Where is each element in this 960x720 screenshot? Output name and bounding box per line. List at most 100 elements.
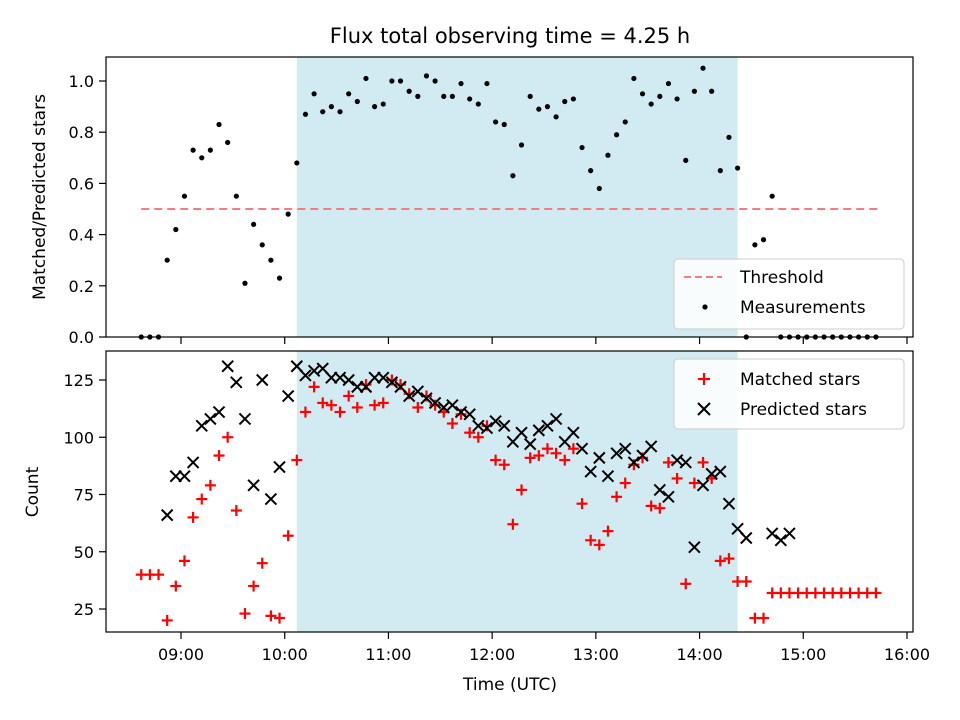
bottom-y-axis: 25 50 75 100 125 [63,371,106,619]
measurement-point [665,80,672,87]
matched-star-point [170,580,182,592]
predicted-star-point [230,376,243,389]
matched-star-point [239,608,251,620]
predicted-star-point [498,419,511,433]
measurement-point [735,165,741,171]
measurement-point [276,275,283,281]
measurement-point [527,93,533,99]
legend-predicted-swatch [697,402,711,416]
measurement-point [164,257,170,263]
matched-star-point [196,493,208,505]
matched-star-point [274,612,286,624]
predicted-star-point [515,426,528,439]
matched-star-point [541,443,553,455]
measurement-point [544,104,551,110]
matched-star-point [204,479,216,491]
matched-star-point [248,580,260,592]
measurement-point [717,168,723,174]
predicted-star-point [281,389,295,403]
measurement-point [536,106,542,112]
top-plot-frame [105,56,914,338]
y-tick-label: 1.0 [69,72,94,91]
predicted-star-point [783,527,796,540]
measurement-point [337,109,343,115]
predicted-star-point [679,456,692,469]
measurement-point [588,168,594,174]
x-tick-label: 12:00 [469,645,515,664]
predicted-star-point [221,360,234,373]
measurement-point [181,193,188,199]
predicted-star-point [446,398,459,412]
measurement-point [700,65,706,71]
matched-star-point [507,518,519,530]
matched-star-point [740,576,752,588]
matched-star-point [619,477,631,489]
y-tick-label: 100 [63,428,94,447]
measurement-point [320,109,326,115]
top-x-axis [180,337,908,344]
measurement-point [493,119,499,125]
measurement-point [622,119,628,125]
measurement-point [570,96,576,102]
bottom-legend-box [673,358,905,430]
measurement-point [614,132,620,138]
measurement-point [639,91,646,97]
predicted-star-point [696,479,710,492]
predicted-star-point [411,385,425,398]
predicted-star-point [722,497,736,510]
matched-star-point [585,534,597,546]
legend-measurements-swatch [702,304,708,310]
matched-star-point [714,555,726,567]
measurement-point [406,88,412,94]
y-tick-label: 0.6 [69,174,94,193]
top-y-axis-label: Matched/Predicted stars [30,94,50,300]
matched-star-point [533,450,545,462]
matched-star-point [308,381,320,393]
matched-star-point [611,491,623,503]
legend-measurements-label: Measurements [740,298,866,318]
top-legend-box [673,258,905,330]
predicted-star-point [610,447,623,460]
measurement-point [207,147,213,153]
measurement-point [372,104,378,110]
bottom-legend: Matched stars Predicted stars [673,358,905,430]
shaded-span [296,351,738,632]
matched-star-point [446,418,458,430]
measurement-point [562,98,568,105]
predicted-star-point [204,412,217,426]
matched-star-point [671,472,683,484]
matched-star-point [490,454,502,466]
matched-star-point [723,553,735,565]
matched-star-point [550,447,562,459]
x-tick-label: 15:00 [780,645,826,664]
top-chart-title: Flux total observing time = 4.25 h [330,24,690,48]
measurement-point [380,101,386,107]
measurement-point [199,155,205,161]
measurement-point [432,78,438,84]
measurement-point [311,91,317,97]
measurements-series [138,65,879,340]
measurement-point [518,142,525,148]
matched-star-point [153,569,165,581]
predicted-star-point [377,371,390,384]
predicted-star-point [688,540,701,554]
matched-star-point [524,452,536,464]
measurement-point [475,101,481,107]
measurement-point [484,80,490,87]
top-observing-window [296,57,738,337]
matched-star-point [291,454,303,466]
bottom-y-axis-label: Count [23,466,43,517]
predicted-star-point [247,479,260,492]
matched-star-point [516,484,528,496]
matched-star-point [498,459,510,471]
measurement-point [657,93,663,99]
matched-star-point [472,431,484,443]
measurement-point [225,139,231,146]
matched-star-point [317,397,329,409]
matched-star-point [602,525,614,537]
measurement-point [683,157,689,163]
predicted-star-point [402,389,416,403]
top-legend: Threshold Measurements [673,258,905,330]
predicted-star-point [601,469,615,483]
